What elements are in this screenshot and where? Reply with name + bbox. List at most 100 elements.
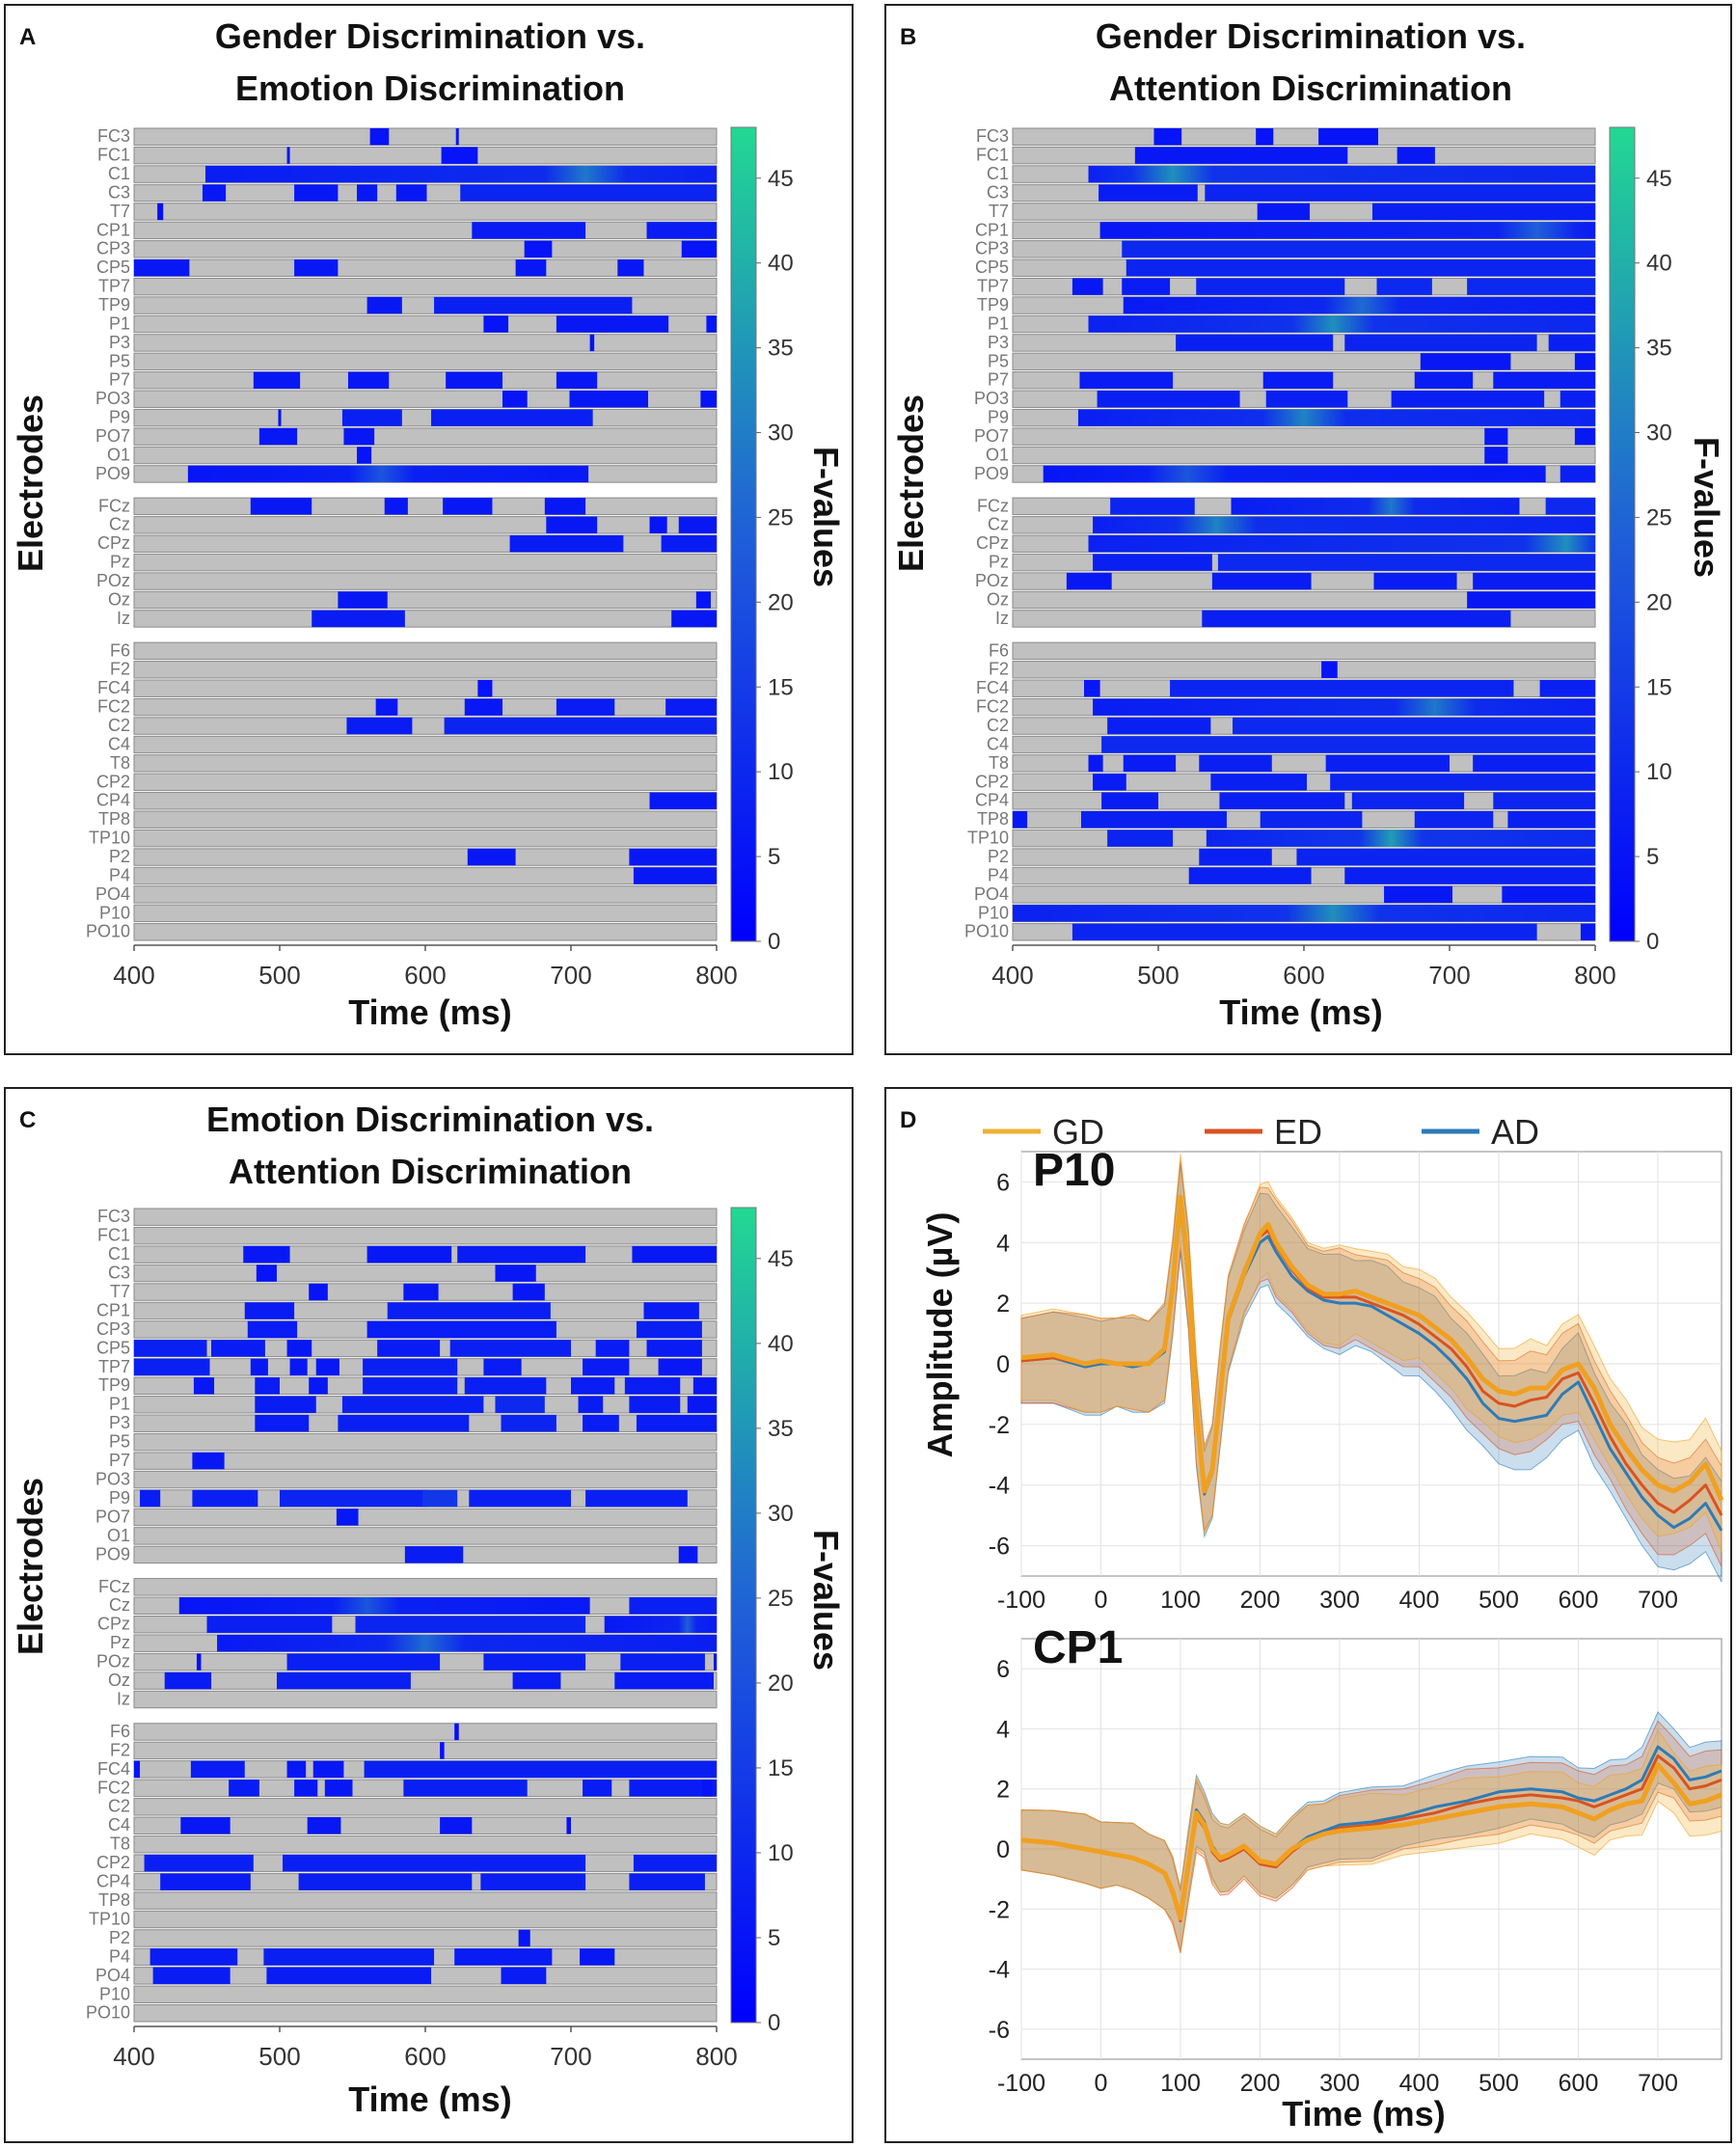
x-tick-label: 200 xyxy=(1240,2070,1281,2097)
significant-segment xyxy=(1013,811,1028,829)
electrode-label: CPz xyxy=(97,533,130,553)
significant-segment xyxy=(556,315,669,333)
electrode-label: PO10 xyxy=(86,922,130,941)
electrode-label: FC1 xyxy=(97,1226,130,1245)
significant-segment xyxy=(1493,371,1595,389)
significant-segment xyxy=(149,1948,238,1966)
electrode-row: Oz xyxy=(108,589,718,610)
significant-segment xyxy=(649,516,667,533)
x-tick-label: 700 xyxy=(550,2042,591,2071)
electrode-row: C3 xyxy=(108,182,718,202)
colorbar-tick-label: 30 xyxy=(1646,421,1672,447)
electrode-row: TP7 xyxy=(98,1357,718,1376)
significant-segment xyxy=(636,1320,702,1339)
electrode-row: TP7 xyxy=(977,277,1596,296)
x-axis-label: Time (ms) xyxy=(348,992,511,1032)
significant-segment xyxy=(1080,811,1227,829)
significant-segment xyxy=(312,610,405,628)
significant-segment xyxy=(583,1780,612,1797)
ci-band-gd xyxy=(1020,1155,1722,1552)
electrode-row: P3 xyxy=(988,333,1596,352)
significant-segment xyxy=(1545,498,1595,515)
electrode-row: TP8 xyxy=(977,809,1596,829)
y-tick-label: 0 xyxy=(996,1351,1010,1378)
significant-segment xyxy=(387,1302,551,1319)
electrode-label: FC4 xyxy=(976,678,1009,697)
significant-segment xyxy=(192,1452,225,1470)
legend-label: ED xyxy=(1274,1112,1322,1152)
electrode-label: P5 xyxy=(109,351,130,370)
electrode-row: P10 xyxy=(99,903,718,922)
electrode-row: O1 xyxy=(107,445,718,465)
significant-segment xyxy=(1330,774,1595,791)
colorbar-tick-label: 20 xyxy=(768,589,794,615)
electrode-row: CP5 xyxy=(96,258,718,277)
significant-segment xyxy=(1507,811,1595,829)
electrode-row: FC4 xyxy=(97,1759,718,1779)
significant-segment xyxy=(454,1723,459,1741)
electrode-label: C3 xyxy=(108,1264,130,1283)
electrode-label: FCz xyxy=(98,496,130,515)
x-tick-label: 200 xyxy=(1240,1587,1281,1614)
electrode-label: PO4 xyxy=(974,884,1009,904)
row-background xyxy=(133,446,718,465)
electrode-row: POz xyxy=(96,1652,718,1671)
electrode-label: TP9 xyxy=(98,1375,130,1395)
row-background xyxy=(133,516,718,534)
row-background xyxy=(133,371,718,390)
row-background xyxy=(133,1723,718,1741)
electrode-label: C2 xyxy=(987,716,1009,735)
legend-label: AD xyxy=(1491,1112,1539,1152)
significant-segment xyxy=(620,1653,705,1671)
significant-segment xyxy=(403,1283,439,1301)
significant-segment xyxy=(566,1817,571,1834)
colorbar-tick-label: 40 xyxy=(768,1331,794,1357)
significant-segment xyxy=(1373,572,1457,590)
electrode-row: FCz xyxy=(98,1577,718,1596)
electrode-label: Pz xyxy=(110,553,130,572)
row-background xyxy=(133,1452,718,1470)
significant-segment xyxy=(1296,848,1595,866)
significant-segment xyxy=(1101,792,1158,809)
colorbar-tick-label: 30 xyxy=(768,421,794,447)
significant-segment xyxy=(512,1283,545,1301)
colorbar-tick-label: 5 xyxy=(768,1925,780,1951)
electrode-row: C2 xyxy=(108,1797,718,1816)
y-axis-label: Electrodes xyxy=(11,1478,50,1655)
electrode-row: TP9 xyxy=(98,1375,718,1395)
row-background xyxy=(133,590,718,610)
significant-segment xyxy=(357,447,372,464)
significant-segment xyxy=(1107,717,1211,735)
electrode-label: TP8 xyxy=(977,809,1009,829)
significant-segment xyxy=(1384,885,1453,904)
significant-segment xyxy=(377,1340,441,1357)
significant-segment xyxy=(140,1489,161,1508)
x-tick-label: 500 xyxy=(1478,1587,1519,1614)
significant-segment xyxy=(495,1264,536,1282)
electrode-group: F6F2FC4FC2C2C4T8CP2CP4TP8TP10P2P4PO4P10P… xyxy=(86,640,718,941)
electrode-row: P3 xyxy=(109,1413,718,1432)
colorbar-tick-label: 20 xyxy=(768,1671,794,1697)
electrode-label: FC3 xyxy=(976,126,1009,146)
electrode-label: T7 xyxy=(110,202,130,221)
significant-segment xyxy=(134,1358,210,1376)
significant-segment xyxy=(1467,591,1595,609)
colorbar-tick-label: 40 xyxy=(768,251,794,277)
electrode-row: Oz xyxy=(987,589,1596,609)
chart-title-line1: Emotion Discrimination vs. xyxy=(206,1100,654,1139)
significant-segment xyxy=(1088,315,1595,333)
electrode-row: POz xyxy=(975,571,1596,590)
significant-segment xyxy=(617,259,644,277)
colorbar-tick-label: 0 xyxy=(768,2010,780,2036)
significant-segment xyxy=(1397,147,1435,164)
electrode-row: Cz xyxy=(109,515,718,534)
electrode-label: Cz xyxy=(988,515,1009,534)
electrode-row: P4 xyxy=(109,865,718,884)
electrode-row: T8 xyxy=(110,1834,718,1854)
electrode-row: Iz xyxy=(995,609,1596,628)
significant-segment xyxy=(661,535,717,553)
row-background xyxy=(133,1910,718,1929)
electrode-label: P1 xyxy=(109,313,130,333)
colorbar-tick-label: 45 xyxy=(1646,166,1672,192)
x-tick-label: 700 xyxy=(1428,961,1470,990)
